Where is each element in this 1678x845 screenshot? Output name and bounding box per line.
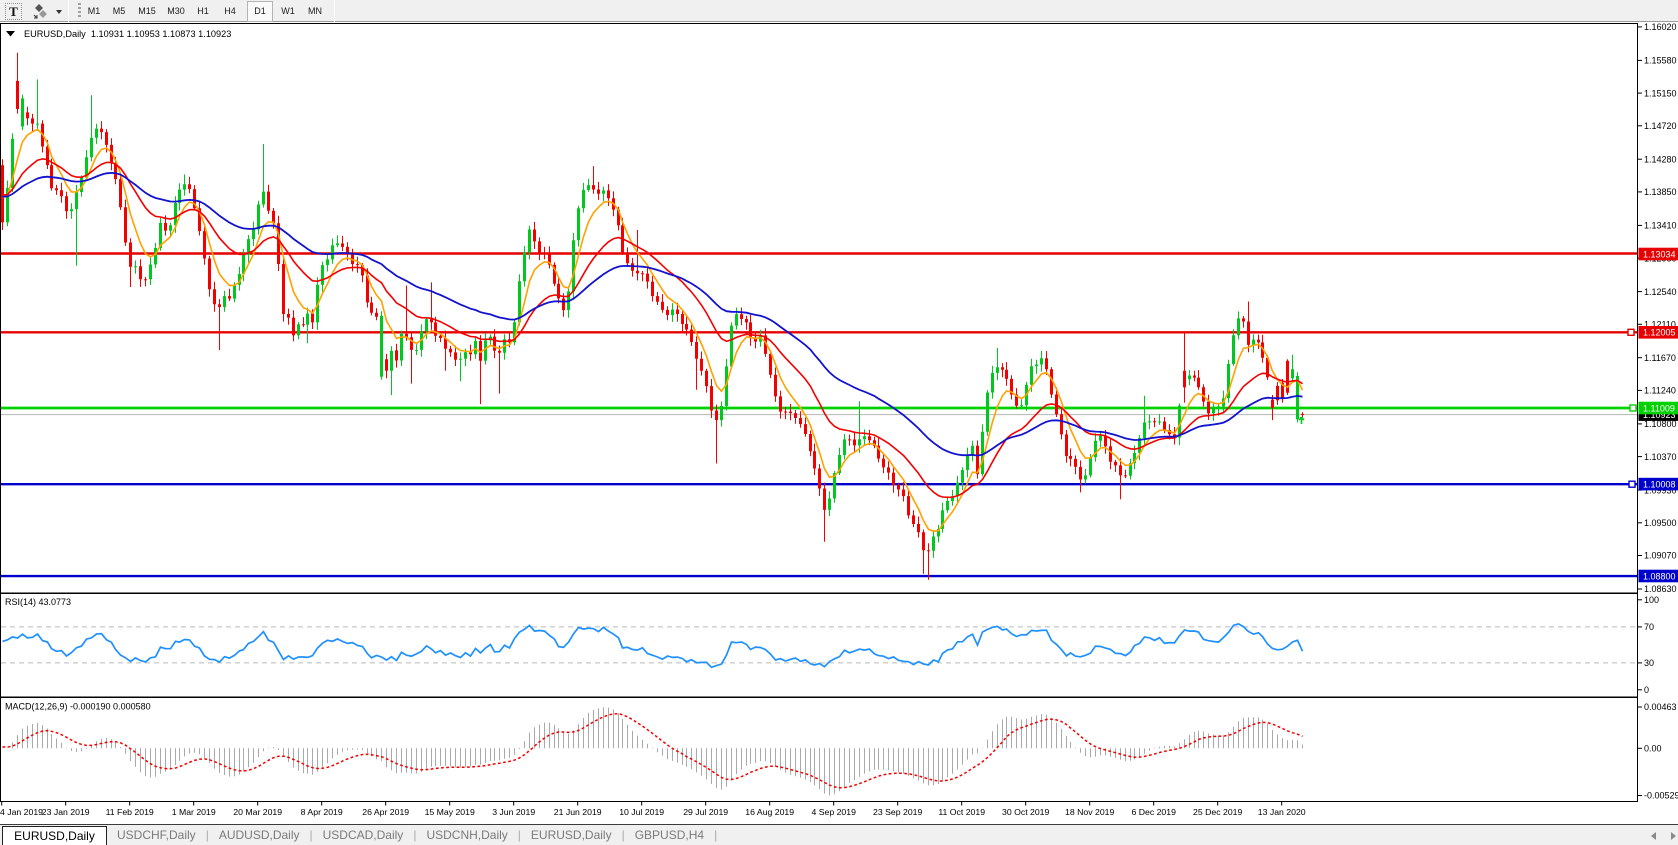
svg-text:1.11240: 1.11240 (1644, 386, 1676, 396)
svg-text:1.13034: 1.13034 (1643, 249, 1676, 259)
svg-text:EURUSD,Daily 1.10931 1.10953: EURUSD,Daily 1.10931 1.10953 1.10873 1.1… (24, 29, 231, 39)
svg-text:29 Jul 2019: 29 Jul 2019 (683, 807, 728, 817)
svg-text:1.12540: 1.12540 (1644, 287, 1677, 297)
svg-text:70: 70 (1644, 622, 1654, 632)
svg-text:1.10370: 1.10370 (1644, 452, 1677, 462)
svg-text:1.12110: 1.12110 (1644, 320, 1676, 330)
svg-text:1.13850: 1.13850 (1644, 187, 1677, 197)
svg-text:3 Jun 2019: 3 Jun 2019 (492, 807, 535, 817)
svg-text:0.00463: 0.00463 (1644, 702, 1677, 712)
svg-text:100: 100 (1644, 595, 1659, 605)
svg-text:15 May 2019: 15 May 2019 (425, 807, 475, 817)
svg-text:1.10800: 1.10800 (1644, 419, 1677, 429)
svg-text:1.11670: 1.11670 (1644, 353, 1676, 363)
svg-text:23 Jan 2019: 23 Jan 2019 (42, 807, 90, 817)
svg-text:1.09500: 1.09500 (1644, 518, 1677, 528)
svg-text:11 Feb 2019: 11 Feb 2019 (106, 807, 154, 817)
svg-text:11 Oct 2019: 11 Oct 2019 (938, 807, 985, 817)
svg-text:4 Jan 2019: 4 Jan 2019 (0, 807, 43, 817)
svg-text:26 Apr 2019: 26 Apr 2019 (362, 807, 409, 817)
svg-text:13 Jan 2020: 13 Jan 2020 (1258, 807, 1306, 817)
svg-text:30: 30 (1644, 658, 1654, 668)
svg-text:18 Nov 2019: 18 Nov 2019 (1065, 807, 1114, 817)
svg-text:1 Mar 2019: 1 Mar 2019 (172, 807, 216, 817)
svg-text:0: 0 (1644, 685, 1649, 695)
svg-text:1.08630: 1.08630 (1644, 584, 1677, 594)
svg-text:8 Apr 2019: 8 Apr 2019 (301, 807, 343, 817)
svg-text:25 Dec 2019: 25 Dec 2019 (1193, 807, 1242, 817)
svg-text:16 Aug 2019: 16 Aug 2019 (745, 807, 794, 817)
svg-text:23 Sep 2019: 23 Sep 2019 (873, 807, 922, 817)
svg-text:4 Sep 2019: 4 Sep 2019 (811, 807, 856, 817)
svg-text:1.12005: 1.12005 (1643, 328, 1676, 338)
svg-text:1.13410: 1.13410 (1644, 221, 1677, 231)
svg-text:-0.00529: -0.00529 (1644, 791, 1678, 801)
svg-text:1.15580: 1.15580 (1644, 56, 1677, 66)
svg-text:1.11009: 1.11009 (1643, 403, 1675, 413)
svg-text:1.14720: 1.14720 (1644, 121, 1677, 131)
svg-text:10 Jul 2019: 10 Jul 2019 (619, 807, 664, 817)
svg-text:1.08800: 1.08800 (1643, 571, 1676, 581)
svg-text:0.00: 0.00 (1644, 744, 1662, 754)
svg-text:1.10923: 1.10923 (1643, 410, 1676, 420)
svg-text:RSI(14) 43.0773: RSI(14) 43.0773 (5, 597, 71, 607)
svg-text:20 Mar 2019: 20 Mar 2019 (233, 807, 282, 817)
svg-text:30 Oct 2019: 30 Oct 2019 (1002, 807, 1050, 817)
svg-text:6 Dec 2019: 6 Dec 2019 (1131, 807, 1176, 817)
svg-text:1.09070: 1.09070 (1644, 551, 1677, 561)
svg-text:21 Jun 2019: 21 Jun 2019 (554, 807, 602, 817)
svg-text:1.10008: 1.10008 (1643, 479, 1676, 489)
svg-text:1.14280: 1.14280 (1644, 154, 1677, 164)
svg-text:1.15150: 1.15150 (1644, 88, 1677, 98)
svg-text:MACD(12,26,9) -0.000190 0.0005: MACD(12,26,9) -0.000190 0.000580 (5, 702, 151, 712)
svg-text:1.16020: 1.16020 (1644, 22, 1677, 32)
